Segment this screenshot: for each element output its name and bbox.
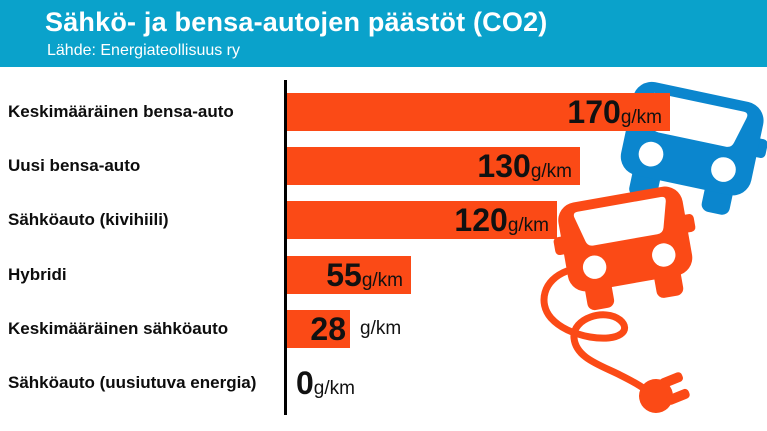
chart-row: Uusi bensa-auto 130g/km xyxy=(0,147,767,185)
bar xyxy=(287,147,580,185)
category-label: Keskimääräinen sähköauto xyxy=(8,319,229,338)
y-axis-line xyxy=(284,80,287,415)
category-label: Keskimääräinen bensa-auto xyxy=(8,102,234,121)
source-label: Lähde: Energiateollisuus ry xyxy=(47,42,241,59)
bar xyxy=(287,310,350,348)
chart-row: Hybridi 55g/km xyxy=(0,256,767,294)
value-label: 28 xyxy=(310,310,346,348)
value-label: 55g/km xyxy=(326,256,403,300)
chart-row: Sähköauto (kivihiili) 120g/km xyxy=(0,201,767,239)
value-unit: g/km xyxy=(313,378,355,399)
category-label: Sähköauto (uusiutuva energia) xyxy=(8,373,257,392)
chart-row: Sähköauto (uusiutuva energia) 0g/km xyxy=(0,364,767,402)
value-label: 130g/km xyxy=(477,147,572,191)
value-unit: g/km xyxy=(361,270,403,291)
value-number: 28 xyxy=(310,311,346,347)
bar xyxy=(287,201,557,239)
value-unit: g/km xyxy=(530,161,572,182)
header-band: Sähkö- ja bensa-autojen päästöt (CO2) Lä… xyxy=(0,0,767,67)
value-number: 0 xyxy=(296,365,314,401)
value-unit: g/km xyxy=(360,318,402,339)
value-number: 55 xyxy=(326,257,362,293)
value-unit: g/km xyxy=(620,107,662,128)
chart-row: Keskimääräinen bensa-auto 170g/km xyxy=(0,93,767,131)
value-number: 170 xyxy=(567,94,621,130)
bar xyxy=(287,93,670,131)
category-label: Sähköauto (kivihiili) xyxy=(8,210,169,229)
value-number: 130 xyxy=(477,148,531,184)
chart-row: Keskimääräinen sähköauto 28 g/km xyxy=(0,310,767,348)
category-label: Uusi bensa-auto xyxy=(8,156,141,175)
bar xyxy=(287,256,411,294)
value-label: 170g/km xyxy=(567,93,662,137)
category-label: Hybridi xyxy=(8,265,67,284)
value-label: 0g/km xyxy=(296,364,355,408)
value-label: 120g/km xyxy=(454,201,549,245)
value-number: 120 xyxy=(454,202,508,238)
value-unit: g/km xyxy=(507,215,549,236)
chart-title: Sähkö- ja bensa-autojen päästöt (CO2) xyxy=(45,7,548,37)
